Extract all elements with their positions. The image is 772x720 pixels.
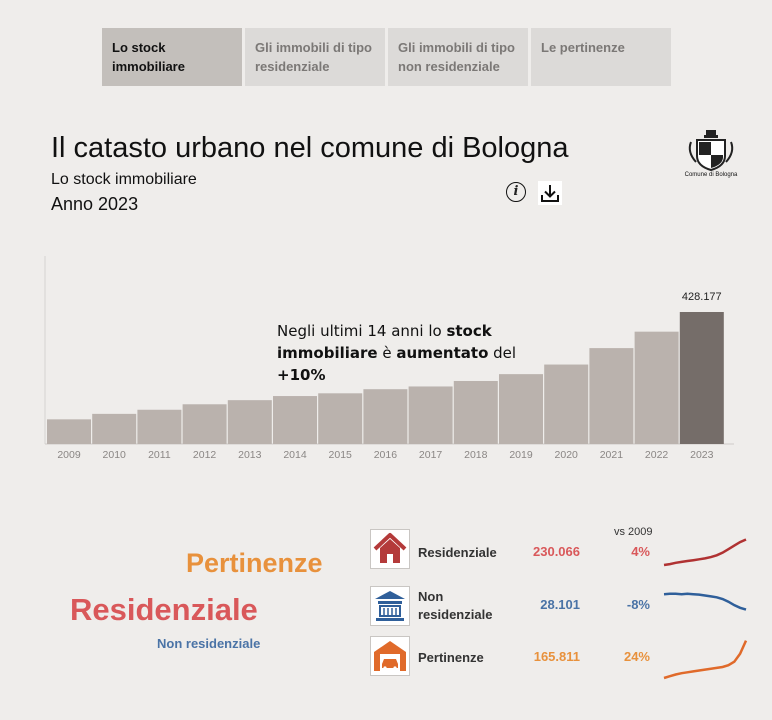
x-tick-label: 2016 [374, 449, 398, 461]
x-tick-label: 2012 [193, 449, 217, 461]
x-tick-label: 2021 [600, 449, 624, 461]
summary-value: 165.811 [533, 649, 580, 664]
bar-2019[interactable] [499, 374, 543, 444]
sparkline-path [663, 592, 747, 611]
download-icon[interactable] [538, 181, 562, 205]
wordcloud-pertinenze: Pertinenze [186, 548, 323, 578]
sparkline-path [663, 538, 747, 567]
x-tick-label: 2019 [509, 449, 533, 461]
data-label-2023: 428.177 [682, 291, 722, 303]
bar-2009[interactable] [47, 419, 91, 444]
page-subtitle: Lo stock immobiliare [51, 171, 197, 188]
summary-label: Non residenziale [418, 589, 493, 622]
summary-row-pertinenze: Pertinenze 165.811 24% [370, 636, 770, 680]
bar-2016[interactable] [363, 389, 408, 444]
x-tick-label: 2015 [329, 449, 353, 461]
bar-2022[interactable] [634, 331, 679, 444]
bar-2011[interactable] [137, 409, 182, 444]
x-tick-label: 2020 [555, 449, 579, 461]
tab-residenziale[interactable]: Gli immobili di tipo residenziale [245, 28, 385, 86]
vs-2009-label: vs 2009 [614, 526, 653, 538]
page-title: Il catasto urbano nel comune di Bologna [51, 132, 569, 164]
x-tick-label: 2014 [283, 449, 307, 461]
sparkline-pertinenze [663, 640, 748, 680]
bar-2023[interactable] [679, 312, 724, 444]
x-tick-label: 2013 [238, 449, 262, 461]
bar-2015[interactable] [318, 393, 363, 444]
logo-text: Comune di Bologna [684, 172, 738, 178]
tab-pertinenze[interactable]: Le pertinenze [531, 28, 671, 86]
sparkline-path [663, 640, 748, 680]
tab-stock-immobiliare[interactable]: Lo stock immobiliare [102, 28, 242, 86]
x-tick-label: 2009 [57, 449, 81, 461]
bar-2014[interactable] [273, 396, 317, 444]
summary-value: 28.101 [540, 597, 580, 612]
summary-label: Pertinenze [418, 650, 484, 665]
x-tick-label: 2017 [419, 449, 443, 461]
summary-pct: -8% [626, 597, 650, 612]
tab-non-residenziale[interactable]: Gli immobili di tipo non residenziale [388, 28, 528, 86]
coat-of-arms-icon [688, 130, 734, 172]
bar-2013[interactable] [227, 400, 272, 444]
wordcloud-residenziale: Residenziale [70, 592, 258, 627]
bar-2021[interactable] [589, 348, 634, 444]
bar-2017[interactable] [408, 386, 453, 444]
x-tick-label: 2010 [103, 449, 127, 461]
x-tick-label: 2011 [148, 449, 171, 461]
bar-2010[interactable] [92, 413, 137, 444]
tab-bar: Lo stock immobiliare Gli immobili di tip… [102, 28, 674, 86]
summary-value: 230.066 [533, 544, 580, 559]
bar-2020[interactable] [544, 364, 589, 444]
summary-pct: 24% [623, 649, 650, 664]
summary-row-residenziale: Residenziale 230.066 4% [370, 529, 770, 569]
x-tick-label: 2023 [690, 449, 714, 461]
house-icon [370, 529, 410, 569]
summary-pct: 4% [631, 544, 650, 559]
summary-label: Residenziale [418, 545, 497, 560]
wordcloud-non-residenziale: Non residenziale [157, 636, 261, 651]
comune-logo: Comune di Bologna [682, 128, 740, 182]
year-label: Anno 2023 [51, 194, 139, 214]
bar-2018[interactable] [453, 380, 498, 444]
x-tick-label: 2022 [645, 449, 669, 461]
sparkline-residenziale [663, 538, 747, 567]
x-tick-label: 2018 [464, 449, 488, 461]
bar-2012[interactable] [182, 404, 227, 444]
garage-icon [370, 636, 410, 676]
info-icon[interactable]: i [506, 182, 526, 202]
building-icon [370, 586, 410, 626]
summary-row-non-residenziale: Non residenziale 28.101 -8% [370, 586, 770, 626]
stock-bar-chart: 2009 2010 2011 2012 2013 2014 2015 2016 2017 2018… [44, 256, 734, 461]
sparkline-non-residenziale [663, 592, 747, 611]
chart-annotation: Negli ultimi 14 anni lo stock immobiliar… [277, 322, 517, 384]
